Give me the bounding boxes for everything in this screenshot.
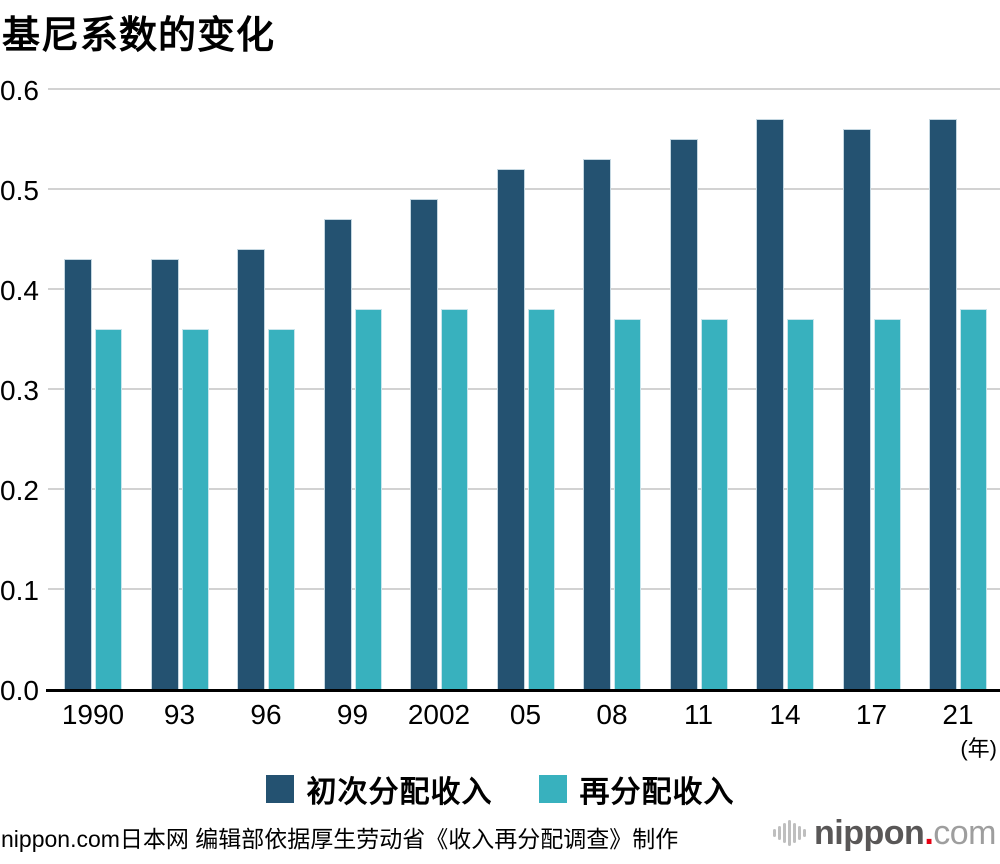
x-tick-label: 96	[250, 699, 282, 730]
bar-secondary	[700, 319, 728, 689]
bar-primary	[756, 119, 784, 689]
bar-secondary	[181, 329, 209, 689]
x-tick-label: 99	[336, 699, 369, 730]
y-tick-label: 0.4	[0, 275, 39, 306]
bar-primary	[410, 199, 438, 689]
x-axis-unit-label: (年)	[960, 736, 997, 761]
y-tick-label: 0.2	[0, 475, 39, 506]
x-tick-label: 11	[683, 699, 714, 730]
bar-primary	[842, 129, 871, 689]
legend-swatch-secondary	[538, 775, 567, 803]
bar-secondary	[614, 319, 641, 689]
bar-primary	[323, 219, 352, 689]
logo-tld-text: com	[933, 814, 996, 852]
legend-label-primary: 初次分配收入	[306, 776, 493, 809]
chart-title: 基尼系数的变化	[2, 15, 276, 57]
bar-secondary	[960, 309, 987, 689]
legend-item-primary: 初次分配收入	[265, 767, 493, 811]
bar-secondary	[268, 329, 295, 689]
bar-primary	[669, 139, 698, 689]
soundwave-icon	[773, 818, 807, 848]
y-tick-label: 0.5	[0, 175, 39, 206]
y-tick-label: 0.3	[0, 375, 39, 406]
legend: 初次分配收入 再分配收入	[0, 767, 1000, 811]
legend-label-secondary: 再分配收入	[579, 776, 735, 809]
x-tick-label: 17	[855, 699, 888, 730]
bar-primary	[64, 259, 92, 689]
bar-secondary	[527, 309, 555, 689]
source-attribution: nippon.com日本网 编辑部依据厚生劳动省《收入再分配调查》制作	[1, 826, 679, 852]
y-tick-label: 0.1	[0, 575, 39, 606]
legend-item-secondary: 再分配收入	[538, 767, 735, 811]
x-tick-label: 14	[769, 699, 801, 730]
logo-brand-text: nippon	[814, 814, 925, 852]
y-tick-label: 0.0	[0, 675, 39, 706]
bar-primary	[929, 119, 957, 689]
gridline	[48, 88, 1000, 90]
nippon-logo: nippon.com	[773, 816, 996, 850]
x-tick-label: 93	[163, 699, 196, 730]
bar-secondary	[787, 319, 814, 689]
x-tick-label: 05	[509, 699, 542, 730]
bar-primary	[496, 169, 525, 689]
logo-dot: .	[924, 814, 934, 852]
x-axis-line	[46, 689, 1000, 692]
logo-wordmark: nippon.com	[814, 816, 996, 850]
x-tick-label: 08	[596, 699, 628, 730]
bar-secondary	[354, 309, 382, 689]
bar-secondary	[441, 309, 468, 689]
x-tick-label: 21	[942, 699, 974, 730]
bar-secondary	[873, 319, 901, 689]
bar-primary	[150, 259, 179, 689]
x-tick-label: 2002	[407, 699, 471, 730]
bar-secondary	[95, 329, 122, 689]
bar-primary	[237, 249, 265, 689]
y-tick-label: 0.6	[0, 75, 39, 106]
bar-primary	[583, 159, 611, 689]
x-tick-label: 1990	[61, 699, 125, 730]
legend-swatch-primary	[265, 775, 294, 803]
